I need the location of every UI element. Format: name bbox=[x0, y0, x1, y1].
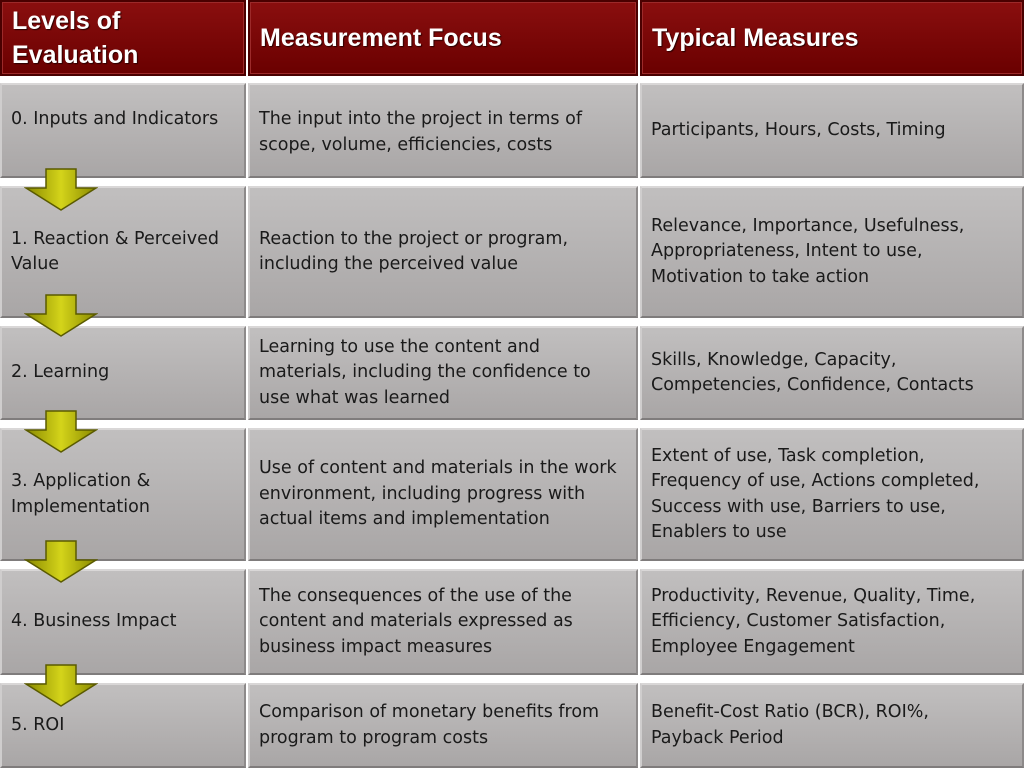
down-arrow-icon bbox=[24, 540, 98, 583]
level-label: 5. ROI bbox=[11, 714, 65, 735]
level-label: 0. Inputs and Indicators bbox=[11, 109, 219, 129]
header-measures-label: Typical Measures bbox=[652, 24, 859, 52]
measures-text: Skills, Knowledge, Capacity, Competencie… bbox=[651, 349, 974, 396]
measures-text: Extent of use, Task completion, Frequenc… bbox=[651, 445, 980, 543]
header-measurement-focus: Measurement Focus bbox=[248, 0, 638, 76]
level-label: 3. Application & Implementation bbox=[11, 471, 151, 517]
measures-text: Relevance, Importance, Usefulness, Appro… bbox=[651, 215, 965, 287]
header-levels-label: Levels of Evaluation bbox=[12, 7, 139, 69]
focus-cell-0: The input into the project in terms of s… bbox=[248, 83, 638, 178]
level-cell-2: 2. Learning bbox=[0, 326, 246, 420]
measures-cell-5: Benefit-Cost Ratio (BCR), ROI%, Payback … bbox=[640, 683, 1024, 768]
down-arrow-icon bbox=[24, 168, 98, 211]
focus-text: Use of content and materials in the work… bbox=[259, 458, 617, 530]
down-arrow-icon bbox=[24, 410, 98, 453]
measures-cell-2: Skills, Knowledge, Capacity, Competencie… bbox=[640, 326, 1024, 420]
level-label: 2. Learning bbox=[11, 362, 110, 383]
header-levels-of-evaluation: Levels of Evaluation bbox=[0, 0, 246, 76]
measures-text: Benefit-Cost Ratio (BCR), ROI%, Payback … bbox=[651, 702, 929, 748]
measures-text: Participants, Hours, Costs, Timing bbox=[651, 119, 946, 140]
level-cell-1: 1. Reaction & Perceived Value bbox=[0, 186, 246, 318]
measures-cell-4: Productivity, Revenue, Quality, Time, Ef… bbox=[640, 569, 1024, 675]
measures-text: Productivity, Revenue, Quality, Time, Ef… bbox=[651, 585, 976, 657]
focus-cell-5: Comparison of monetary benefits from pro… bbox=[248, 683, 638, 768]
measures-cell-3: Extent of use, Task completion, Frequenc… bbox=[640, 428, 1024, 561]
level-label: 1. Reaction & Perceived Value bbox=[11, 228, 220, 275]
level-cell-3: 3. Application & Implementation bbox=[0, 428, 246, 561]
header-focus-label: Measurement Focus bbox=[260, 24, 502, 52]
level-cell-4: 4. Business Impact bbox=[0, 569, 246, 675]
focus-cell-1: Reaction to the project or program, incl… bbox=[248, 186, 638, 318]
focus-text: Comparison of monetary benefits from pro… bbox=[259, 702, 600, 748]
focus-text: Learning to use the content and material… bbox=[259, 336, 591, 408]
down-arrow-icon bbox=[24, 664, 98, 707]
focus-text: Reaction to the project or program, incl… bbox=[259, 228, 569, 275]
focus-text: The consequences of the use of the conte… bbox=[259, 585, 573, 657]
level-cell-0: 0. Inputs and Indicators bbox=[0, 83, 246, 178]
focus-cell-4: The consequences of the use of the conte… bbox=[248, 569, 638, 675]
measures-cell-0: Participants, Hours, Costs, Timing bbox=[640, 83, 1024, 178]
header-typical-measures: Typical Measures bbox=[640, 0, 1024, 76]
level-cell-5: 5. ROI bbox=[0, 683, 246, 768]
measures-cell-1: Relevance, Importance, Usefulness, Appro… bbox=[640, 186, 1024, 318]
level-label: 4. Business Impact bbox=[11, 611, 177, 632]
focus-cell-3: Use of content and materials in the work… bbox=[248, 428, 638, 561]
focus-text: The input into the project in terms of s… bbox=[259, 109, 582, 155]
focus-cell-2: Learning to use the content and material… bbox=[248, 326, 638, 420]
down-arrow-icon bbox=[24, 294, 98, 337]
